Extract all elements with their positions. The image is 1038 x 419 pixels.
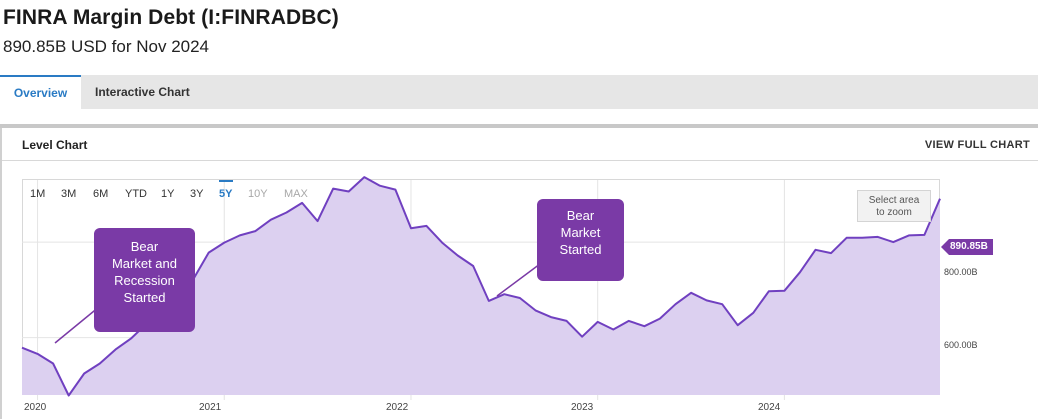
x-tick-label: 2024 [758, 402, 781, 413]
panel-divider [2, 160, 1038, 161]
range-5y-button[interactable]: 5Y [219, 188, 233, 200]
panel-top-border [0, 124, 1038, 128]
range-3y-button[interactable]: 3Y [190, 188, 204, 200]
annotation-line: Market and [111, 256, 178, 271]
annotation-line: Recession [114, 273, 175, 288]
page-title: FINRA Margin Debt (I:FINRADBC) [3, 6, 339, 29]
range-1m-button[interactable]: 1M [30, 188, 46, 200]
y-tick-label: 800.00B [944, 267, 978, 277]
range-10y-button[interactable]: 10Y [248, 188, 268, 200]
zoom-hint: Select area to zoom [857, 190, 931, 222]
annotation-bear-market-recession: Bear Market and Recession Started [94, 228, 195, 332]
y-tick-label: 600.00B [944, 340, 978, 350]
x-tick-label: 2021 [199, 402, 222, 413]
zoom-hint-line: Select area [868, 195, 920, 206]
tab-interactive-chart[interactable]: Interactive Chart [95, 85, 190, 99]
range-active-indicator [219, 180, 233, 182]
view-full-chart-link[interactable]: VIEW FULL CHART [924, 139, 1030, 151]
tab-bar: Overview Interactive Chart [0, 75, 1038, 109]
panel-title: Level Chart [22, 138, 88, 152]
annotation-line: Bear [130, 239, 159, 254]
annotation-bear-market: Bear Market Started [537, 199, 624, 281]
range-1y-button[interactable]: 1Y [161, 188, 175, 200]
annotation-line: Started [559, 242, 602, 257]
x-tick-label: 2022 [386, 402, 409, 413]
range-3m-button[interactable]: 3M [61, 188, 77, 200]
annotation-line: Bear [566, 208, 595, 223]
range-ytd-button[interactable]: YTD [125, 188, 147, 200]
range-6m-button[interactable]: 6M [93, 188, 109, 200]
range-max-button[interactable]: MAX [284, 188, 308, 200]
zoom-hint-line: to zoom [876, 207, 912, 218]
annotation-line: Started [123, 290, 166, 305]
annotation-line: Market [560, 225, 601, 240]
page-subtitle: 890.85B USD for Nov 2024 [3, 37, 210, 56]
x-tick-label: 2023 [571, 402, 594, 413]
panel-left-border [0, 128, 2, 419]
tab-overview[interactable]: Overview [0, 75, 81, 109]
last-value-badge: 890.85B [941, 239, 993, 255]
x-tick-label: 2020 [24, 402, 47, 413]
